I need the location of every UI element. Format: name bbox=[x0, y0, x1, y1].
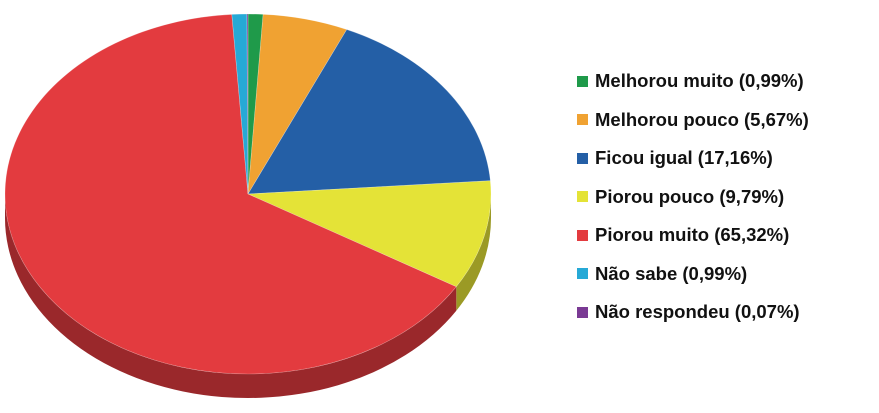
pie-slice bbox=[247, 13, 264, 195]
legend-label: Ficou igual (17,16%) bbox=[595, 147, 773, 168]
legend-item: Piorou muito (65,32%) bbox=[577, 222, 809, 248]
pie-chart-plot bbox=[4, 13, 492, 398]
legend-swatch bbox=[577, 75, 588, 87]
pie-side-wall bbox=[456, 194, 491, 311]
pie-side-wall bbox=[5, 194, 457, 398]
legend-swatch bbox=[577, 229, 588, 241]
legend-item: Melhorou pouco (5,67%) bbox=[577, 107, 809, 133]
legend-label: Melhorou muito (0,99%) bbox=[595, 70, 804, 91]
legend-label: Não respondeu (0,07%) bbox=[595, 301, 800, 322]
chart-legend: Melhorou muito (0,99%) Melhorou pouco (5… bbox=[577, 68, 809, 338]
pie-slice bbox=[231, 13, 249, 195]
legend-item: Não sabe (0,99%) bbox=[577, 261, 809, 287]
legend-label: Piorou pouco (9,79%) bbox=[595, 185, 785, 207]
legend-item: Melhorou muito (0,99%) bbox=[577, 68, 809, 94]
pie-slice bbox=[246, 13, 249, 195]
legend-item: Não respondeu (0,07%) bbox=[577, 299, 809, 325]
legend-label: Não sabe (0,99%) bbox=[595, 262, 748, 284]
pie-slices bbox=[4, 13, 492, 375]
pie-slice bbox=[247, 180, 492, 288]
legend-swatch bbox=[577, 268, 588, 279]
pie-side-walls bbox=[5, 194, 491, 398]
legend-label: Melhorou pouco (5,67%) bbox=[595, 108, 809, 130]
legend-swatch bbox=[577, 152, 588, 164]
legend-swatch bbox=[577, 191, 588, 202]
legend-swatch bbox=[577, 114, 588, 125]
pie-slice bbox=[247, 29, 491, 195]
legend-item: Piorou pouco (9,79%) bbox=[577, 184, 809, 210]
legend-item: Ficou igual (17,16%) bbox=[577, 145, 809, 171]
pie-slice bbox=[247, 14, 348, 195]
legend-label: Piorou muito (65,32%) bbox=[595, 224, 790, 245]
legend-swatch bbox=[577, 306, 588, 318]
pie-slice bbox=[4, 14, 457, 375]
